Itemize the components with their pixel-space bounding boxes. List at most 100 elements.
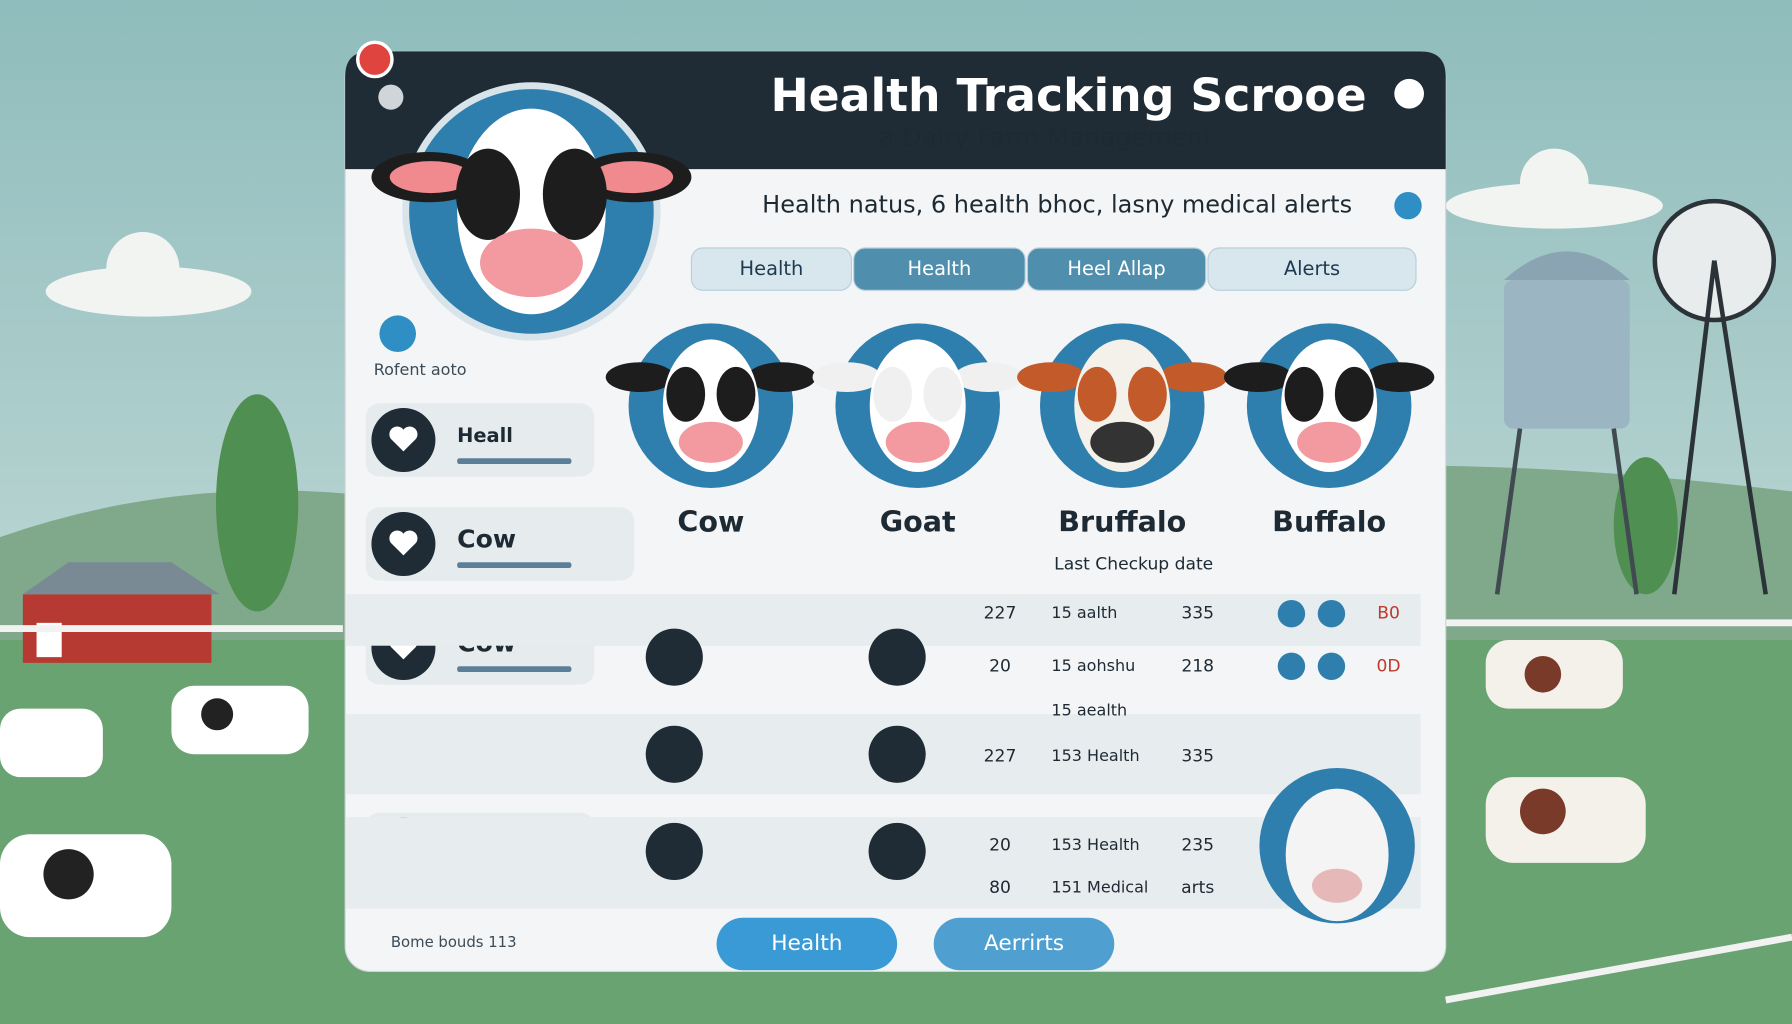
footer-button[interactable]: [933, 917, 1115, 971]
heart-button[interactable]: [868, 822, 926, 880]
progress-bar: [457, 562, 572, 568]
muzzle: [1297, 421, 1362, 463]
status-dot: [1317, 600, 1346, 628]
progress-bar: [457, 666, 572, 672]
hero-avatar: [371, 82, 692, 341]
tab[interactable]: [853, 247, 1026, 291]
animal-cards: Cow Goat Bruffalo Buffalo: [605, 323, 1435, 538]
row-number: 80: [989, 878, 1011, 898]
patch: [666, 366, 706, 422]
row-number: 227: [984, 747, 1017, 767]
close-button[interactable]: [356, 40, 394, 79]
tab-label: Alerts: [1284, 257, 1340, 280]
status-dot: [1277, 600, 1306, 628]
ear: [954, 362, 1023, 392]
tagline: Health natus, 6 health bhoc, lasny medic…: [762, 191, 1352, 219]
progress-bar: [457, 458, 572, 464]
cow-figure: [0, 640, 1646, 938]
heart-button[interactable]: [645, 725, 703, 783]
row-value: 335: [1181, 604, 1214, 624]
heart-icon: [389, 426, 418, 452]
tab[interactable]: [1026, 247, 1207, 291]
footer-note: Bome bouds 113: [391, 933, 517, 951]
patch: [716, 366, 756, 422]
animal-name: Buffalo: [1272, 504, 1386, 538]
ear: [1017, 362, 1086, 392]
fence: [0, 619, 1792, 1004]
animal-name: Cow: [677, 504, 744, 538]
footer-button[interactable]: [716, 917, 898, 971]
patch: [923, 366, 963, 422]
row-value: 235: [1181, 836, 1214, 856]
footer-button-label: Aerrirts: [984, 931, 1064, 956]
row-status: 153 Health: [1051, 835, 1139, 854]
tab-label: Health: [740, 257, 804, 280]
muzzle: [885, 421, 950, 463]
ear: [1158, 362, 1228, 392]
row-status: 151 Medical: [1051, 878, 1148, 897]
muzzle: [1090, 421, 1155, 463]
heart-button[interactable]: [645, 628, 703, 686]
info-icon[interactable]: [1394, 78, 1424, 109]
patch: [1128, 366, 1167, 422]
row-status: 15 aohshu: [1051, 656, 1135, 675]
ear: [747, 362, 816, 392]
patch: [1284, 366, 1324, 422]
animal-name: Bruffalo: [1058, 504, 1186, 538]
tab-label: Health: [908, 257, 972, 280]
checkup-table: 227 15 aalth 335 B0 20 15 aohshu 218 0D 15 aealt…: [346, 594, 1421, 909]
row-status: 15 aalth: [1051, 603, 1117, 622]
tab[interactable]: [690, 247, 852, 291]
row-value: 335: [1181, 747, 1214, 767]
sidebar-item[interactable]: Cow: [457, 525, 516, 554]
heart-icon: [389, 530, 418, 556]
cloud: [45, 148, 1663, 317]
windmill: [1652, 198, 1776, 595]
animal-avatar[interactable]: [812, 323, 1023, 488]
muzzle: [678, 421, 743, 463]
ear: [812, 362, 882, 392]
tab[interactable]: [1207, 247, 1417, 291]
row-value: 218: [1181, 656, 1214, 676]
patch: [1334, 366, 1374, 422]
title: Health Tracking Scrooe: [770, 69, 1366, 122]
status-dot: [1317, 652, 1346, 680]
footer-buttons: Health Aerrirts: [716, 917, 1115, 971]
row-number: 20: [989, 656, 1011, 676]
animal-name: Goat: [880, 504, 956, 538]
ear: [1224, 362, 1293, 392]
add-button[interactable]: [379, 315, 416, 352]
corner-avatar: [1259, 768, 1415, 924]
row-value: arts: [1181, 878, 1214, 898]
heart-button[interactable]: [645, 822, 703, 880]
subtitle: a Dairy Farm Management: [879, 122, 1213, 151]
sidebar-item[interactable]: Heall: [457, 424, 513, 447]
row-status: 15 aealth: [1051, 700, 1127, 719]
ear: [1365, 362, 1435, 392]
silo: [1494, 251, 1639, 595]
animal-avatar[interactable]: [1224, 323, 1435, 488]
row-number: 227: [984, 604, 1017, 624]
tab-label: Heel Allap: [1067, 257, 1165, 280]
row-badge: B0: [1377, 604, 1400, 624]
patch: [873, 366, 912, 422]
row-number: 20: [989, 836, 1011, 856]
sidebar-label: Rofent aoto: [374, 360, 467, 379]
patch: [1077, 366, 1117, 422]
heart-button[interactable]: [868, 725, 926, 783]
footer-button-label: Health: [771, 931, 842, 956]
menu-button[interactable]: [378, 84, 404, 110]
animal-avatar[interactable]: [1017, 323, 1228, 488]
column-header: Last Checkup date: [1054, 555, 1213, 575]
help-icon[interactable]: [1394, 192, 1422, 220]
row-badge: 0D: [1377, 656, 1401, 676]
ear: [605, 362, 675, 392]
tab-bar: Health Health Heel Allap Alerts: [690, 247, 1417, 291]
heart-button[interactable]: [868, 628, 926, 686]
animal-avatar[interactable]: [605, 323, 816, 488]
status-dot: [1277, 652, 1306, 680]
barn: [22, 562, 220, 663]
row-status: 153 Health: [1051, 746, 1139, 765]
